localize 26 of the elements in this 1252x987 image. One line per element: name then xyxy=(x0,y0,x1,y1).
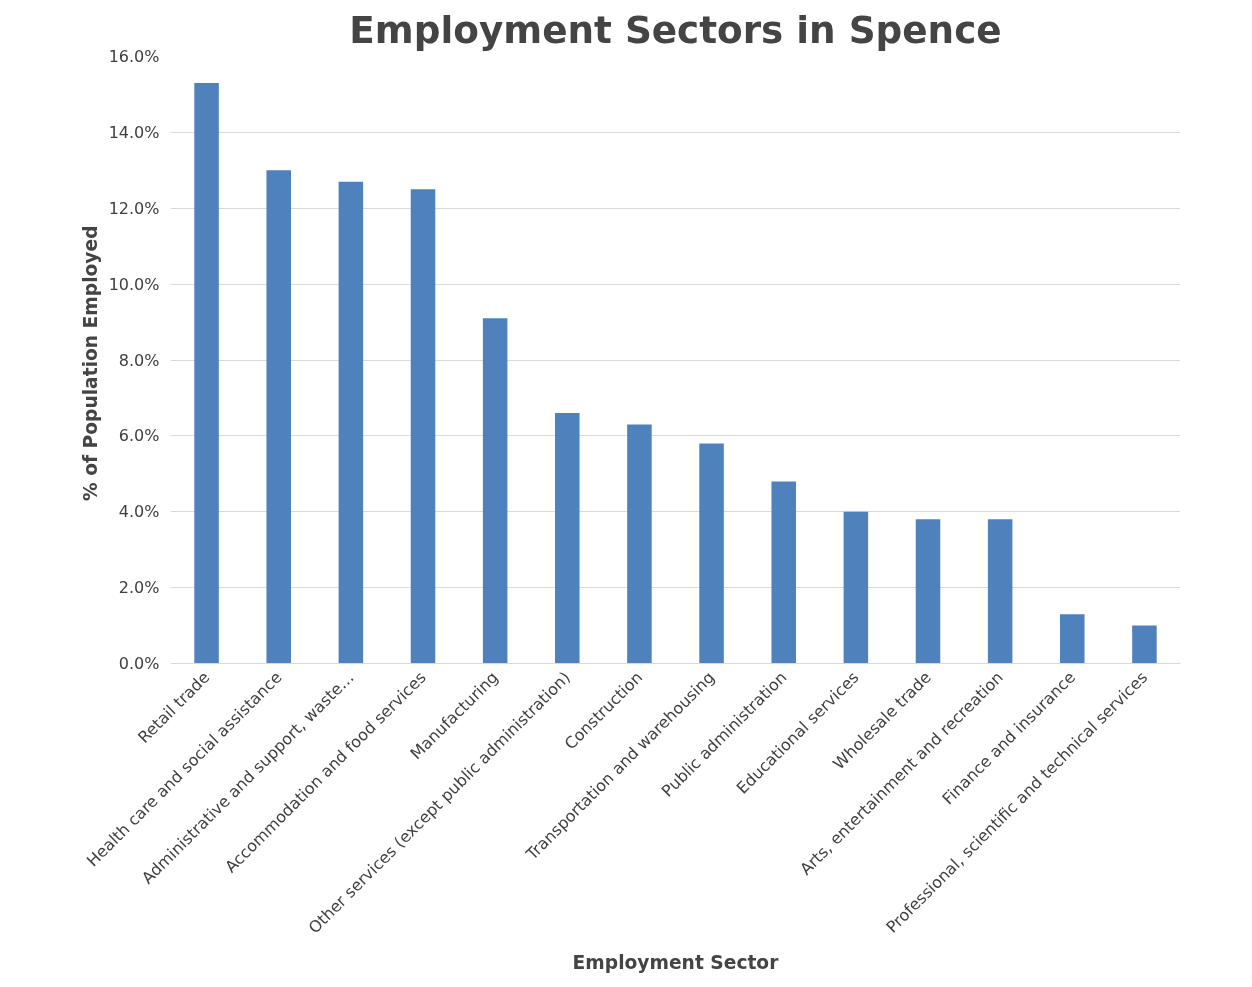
y-tick-label: 6.0% xyxy=(118,426,160,446)
y-tick-label: 4.0% xyxy=(118,502,160,522)
y-tick-label: 0.0% xyxy=(118,654,160,673)
bar xyxy=(843,511,869,664)
y-tick-label: 16.0% xyxy=(108,47,160,66)
y-tick-label: 8.0% xyxy=(118,350,160,370)
y-tick-label: 10.0% xyxy=(108,274,160,294)
y-tick-label: 2.0% xyxy=(118,578,160,598)
y-tick-label: 12.0% xyxy=(108,198,160,218)
x-axis-title: Employment Sector xyxy=(572,951,780,973)
chart-title: Employment Sectors in Spence xyxy=(349,7,1002,52)
bar xyxy=(410,189,436,664)
bar xyxy=(1132,625,1157,664)
bar xyxy=(266,170,291,664)
y-axis-title: % of Population Employed xyxy=(79,225,101,502)
bar xyxy=(771,481,796,664)
bar xyxy=(627,424,652,664)
bar xyxy=(194,83,219,664)
bar xyxy=(915,519,941,664)
bar xyxy=(987,519,1013,664)
bar xyxy=(699,443,724,664)
bar xyxy=(555,413,580,664)
bar xyxy=(1060,614,1085,664)
y-tick-label: 14.0% xyxy=(108,122,160,142)
bar xyxy=(338,181,364,664)
bar xyxy=(482,318,508,664)
